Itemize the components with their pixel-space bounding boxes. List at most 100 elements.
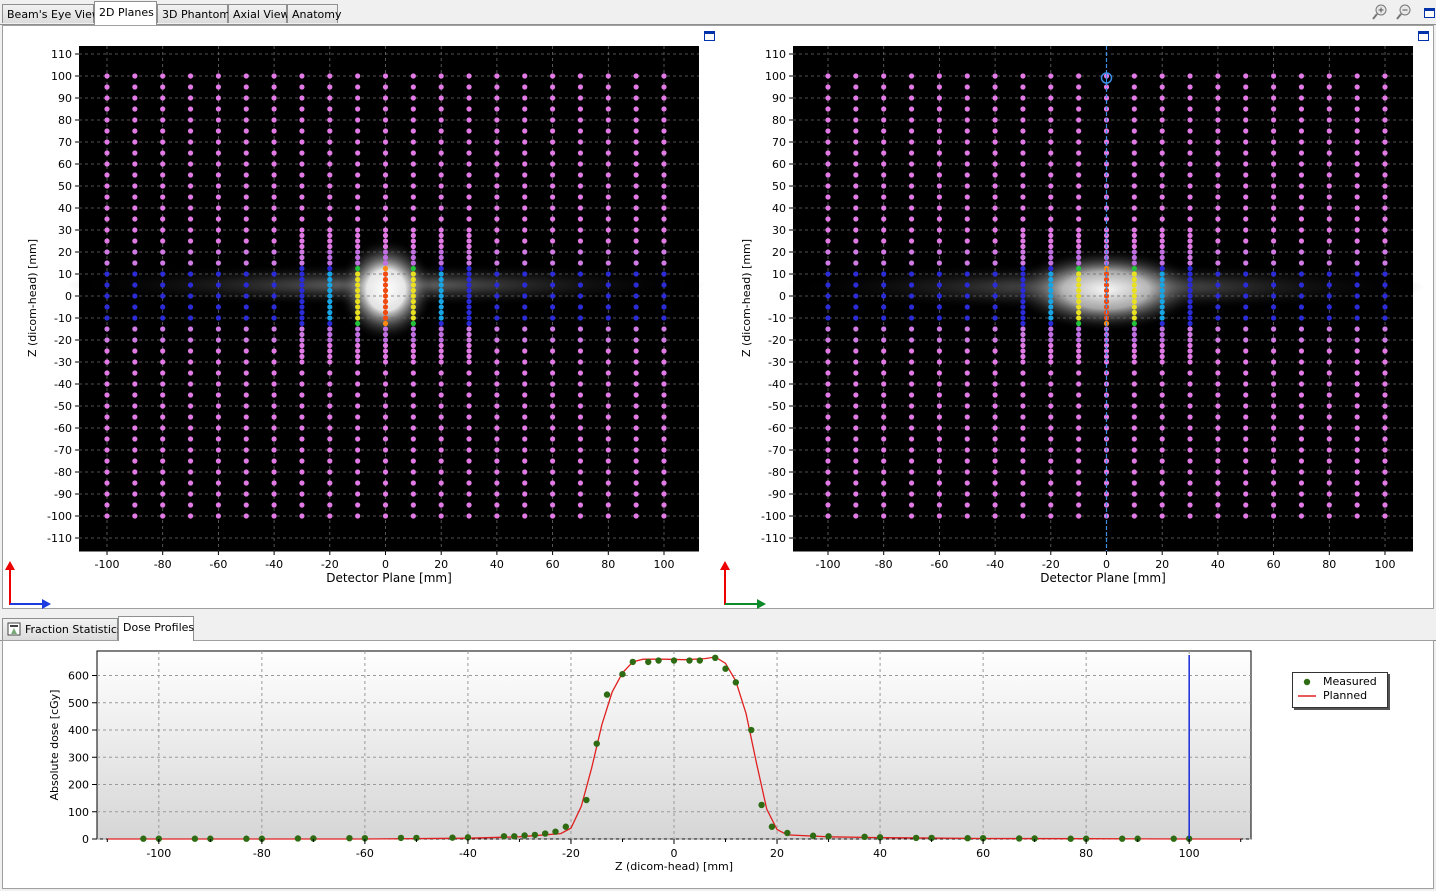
detector-dot — [327, 298, 333, 305]
measured-point — [768, 823, 776, 830]
detector-dot — [1131, 447, 1137, 453]
detector-dot — [577, 480, 584, 486]
detector-dot — [1215, 260, 1221, 266]
y-tick-label: 20 — [58, 246, 72, 259]
detector-dot — [1131, 117, 1137, 123]
detector-dot — [1326, 249, 1332, 255]
detector-dot — [964, 282, 970, 288]
detector-dot — [438, 348, 444, 354]
detector-dot — [1298, 315, 1305, 321]
detector-dot — [355, 254, 361, 261]
left-plane-plot[interactable]: -100 -80 -60 -40 -20 0 20 40 60 80 100110100908070… — [0, 0, 718, 612]
detector-dot — [355, 337, 361, 343]
detector-dot — [104, 194, 110, 200]
detector-dot — [1076, 128, 1082, 134]
detector-dot — [410, 238, 416, 244]
detector-dot — [853, 469, 859, 475]
zoom-in-icon[interactable] — [1372, 4, 1388, 20]
detector-dot — [550, 436, 556, 442]
detector-dot — [160, 73, 166, 79]
detector-dot — [577, 326, 584, 332]
detector-dot — [1020, 458, 1026, 464]
detector-dot — [825, 304, 831, 310]
detector-dot — [964, 150, 970, 156]
detector-dot — [327, 331, 333, 338]
detector-dot — [853, 293, 859, 299]
detector-dot — [1020, 161, 1026, 167]
detector-dot — [881, 293, 887, 299]
detector-dot — [992, 260, 998, 266]
detector-dot — [1131, 227, 1137, 233]
measured-point — [861, 833, 868, 841]
detector-dot — [964, 194, 970, 200]
detector-dot — [132, 150, 138, 156]
tab-2d-planes[interactable]: 2D Planes — [94, 1, 157, 25]
detector-dot — [1298, 249, 1305, 255]
detector-dot — [132, 106, 138, 112]
tab-fraction-statistics[interactable]: Fraction Statistics — [2, 618, 123, 640]
detector-dot — [1326, 403, 1332, 409]
detector-dot — [187, 293, 194, 299]
detector-dot — [605, 359, 611, 365]
detector-dot — [494, 370, 500, 376]
detector-dot — [410, 216, 416, 222]
detector-dot — [1298, 183, 1305, 189]
detector-dot — [299, 172, 305, 178]
detector-dot — [936, 260, 942, 266]
detector-dot — [550, 238, 556, 244]
detector-dot — [243, 73, 249, 79]
profile-x-tick-label: 20 — [770, 847, 784, 860]
maximize-icon[interactable] — [1424, 8, 1435, 18]
detector-dot — [382, 73, 389, 79]
detector-dot — [1048, 293, 1054, 299]
tab-anatomy[interactable]: Anatomy — [287, 4, 342, 23]
detector-dot — [1243, 128, 1249, 134]
left-plot-maximize-icon[interactable] — [704, 31, 715, 41]
detector-dot — [1382, 150, 1388, 156]
detector-dot — [550, 260, 556, 266]
right-profile-cursor-line[interactable] — [1100, 46, 1113, 551]
detector-dot — [853, 194, 859, 200]
detector-dot — [1048, 282, 1054, 288]
dose-profile-chart[interactable]: -100 -80 -60 -40 -20 0 20 40 60 80 100010020030040… — [0, 640, 1280, 890]
right-plane-plot[interactable]: -100 -80 -60 -40 -20 0 20 40 60 80 100110100908070… — [718, 0, 1434, 612]
detector-dot — [1131, 293, 1137, 299]
detector-dot — [964, 480, 970, 486]
detector-dot — [1326, 227, 1332, 233]
legend-planned: Planned — [1297, 689, 1385, 703]
detector-dot — [355, 447, 361, 453]
tab-beams-eye-view[interactable]: Beam's Eye View — [2, 4, 101, 23]
detector-dot — [908, 172, 915, 178]
detector-dot — [992, 359, 998, 365]
detector-dot — [881, 161, 887, 167]
detector-dot — [577, 128, 584, 134]
detector-dot — [355, 227, 361, 233]
detector-dot — [1187, 331, 1193, 338]
detector-dot — [633, 172, 639, 178]
detector-dot — [243, 469, 249, 475]
tab-dose-profiles[interactable]: Dose Profiles — [118, 616, 194, 641]
tab-3d-phantom[interactable]: 3D Phantom — [157, 4, 230, 23]
detector-dot — [494, 414, 500, 420]
detector-dot — [1215, 205, 1221, 211]
detector-dot — [661, 150, 667, 156]
detector-dot — [1187, 337, 1193, 343]
detector-dot — [1131, 216, 1137, 222]
detector-dot — [327, 348, 333, 354]
detector-dot — [964, 491, 970, 497]
detector-dot — [661, 337, 667, 343]
detector-dot — [1020, 436, 1026, 442]
detector-dot — [187, 370, 194, 376]
detector-dot — [271, 359, 277, 365]
detector-dot — [327, 353, 333, 360]
detector-dot — [187, 304, 194, 310]
tab-axial-view[interactable]: Axial View — [228, 4, 290, 23]
detector-dot — [1215, 359, 1221, 365]
detector-dot — [327, 183, 333, 189]
detector-dot — [881, 260, 887, 266]
detector-dot — [853, 326, 859, 332]
zoom-out-icon[interactable] — [1396, 4, 1412, 20]
right-plot-maximize-icon[interactable] — [1418, 31, 1429, 41]
detector-dot — [271, 227, 277, 233]
detector-dot — [881, 216, 887, 222]
